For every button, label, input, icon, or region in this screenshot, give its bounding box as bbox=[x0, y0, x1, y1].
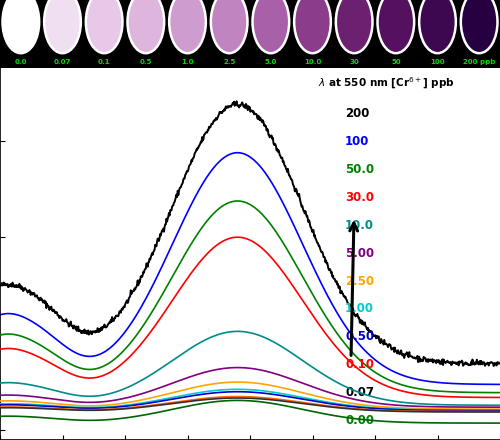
Ellipse shape bbox=[169, 0, 206, 53]
Ellipse shape bbox=[461, 0, 498, 53]
Ellipse shape bbox=[44, 0, 81, 53]
Text: 100: 100 bbox=[430, 59, 445, 66]
Text: 0.00: 0.00 bbox=[345, 414, 374, 427]
Text: 5.00: 5.00 bbox=[345, 247, 374, 260]
Text: 1.00: 1.00 bbox=[345, 302, 374, 315]
Ellipse shape bbox=[378, 0, 414, 53]
Ellipse shape bbox=[336, 0, 372, 53]
Text: 1.0: 1.0 bbox=[181, 59, 194, 66]
Text: 100: 100 bbox=[345, 135, 370, 148]
Text: 5.0: 5.0 bbox=[264, 59, 277, 66]
Text: $\lambda$ at 550 nm [Cr$^{6+}$] ppb: $\lambda$ at 550 nm [Cr$^{6+}$] ppb bbox=[318, 76, 454, 91]
Ellipse shape bbox=[128, 0, 164, 53]
Text: 0.1: 0.1 bbox=[98, 59, 110, 66]
Text: 30.0: 30.0 bbox=[345, 191, 374, 204]
Text: 200: 200 bbox=[345, 107, 370, 120]
Text: 10.0: 10.0 bbox=[345, 219, 374, 232]
Ellipse shape bbox=[294, 0, 331, 53]
Text: 2.5: 2.5 bbox=[223, 59, 235, 66]
Text: 0.50: 0.50 bbox=[345, 330, 374, 343]
Text: 30: 30 bbox=[350, 59, 359, 66]
Ellipse shape bbox=[86, 0, 122, 53]
Ellipse shape bbox=[252, 0, 289, 53]
Text: 0.5: 0.5 bbox=[140, 59, 152, 66]
Text: 50: 50 bbox=[391, 59, 400, 66]
Text: 0.0: 0.0 bbox=[14, 59, 27, 66]
Text: 0.10: 0.10 bbox=[345, 358, 374, 371]
Ellipse shape bbox=[211, 0, 248, 53]
Text: 10.0: 10.0 bbox=[304, 59, 321, 66]
Ellipse shape bbox=[419, 0, 456, 53]
Text: 50.0: 50.0 bbox=[345, 163, 374, 176]
Text: 0.07: 0.07 bbox=[345, 386, 374, 399]
Text: 200 ppb: 200 ppb bbox=[463, 59, 496, 66]
Text: 2.50: 2.50 bbox=[345, 275, 374, 288]
Ellipse shape bbox=[2, 0, 39, 53]
Text: 0.07: 0.07 bbox=[54, 59, 71, 66]
